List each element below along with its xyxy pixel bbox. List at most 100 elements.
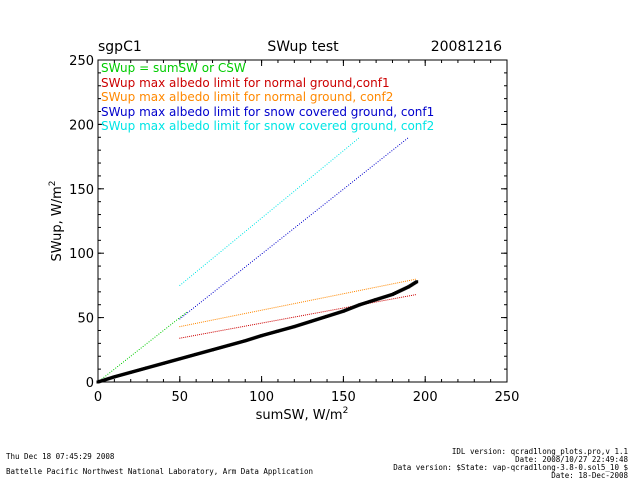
data-point [326, 163, 328, 165]
data-point [273, 207, 275, 209]
data-point [255, 257, 257, 259]
series-layer [96, 137, 419, 384]
data-point [198, 322, 200, 324]
data-point [251, 324, 253, 326]
data-point [285, 304, 287, 306]
data-point [208, 295, 210, 297]
data-point [222, 284, 224, 286]
data-point [355, 178, 357, 180]
data-point [324, 203, 326, 205]
data-point [275, 242, 277, 244]
data-point [281, 237, 283, 239]
data-point [265, 213, 267, 215]
data-point [214, 319, 216, 321]
data-point [195, 334, 197, 336]
data-point [391, 150, 393, 152]
data-point [128, 356, 130, 358]
footer-timestamp: Thu Dec 18 07:45:29 2008 [6, 452, 115, 461]
data-point [277, 319, 279, 321]
data-point [140, 347, 142, 349]
data-point [224, 329, 226, 331]
footer-idl-date: Date: 2008/10/27 22:49:48 [515, 455, 628, 464]
data-point [399, 281, 401, 283]
y-axis-label: SWup, W/m2 [48, 180, 65, 261]
data-point [185, 336, 187, 338]
data-point [399, 144, 401, 146]
data-point [242, 233, 244, 235]
data-point [308, 178, 310, 180]
data-point [381, 285, 383, 287]
data-point [301, 301, 303, 303]
data-point [240, 326, 242, 328]
data-point [277, 240, 279, 242]
legend-entry-3: SWup max albedo limit for normal ground,… [101, 90, 393, 104]
data-point [111, 370, 113, 372]
data-point [299, 186, 301, 188]
data-point [230, 277, 232, 279]
data-point [302, 314, 304, 316]
plot-frame [97, 59, 508, 383]
data-point [210, 331, 212, 333]
data-point [312, 313, 314, 315]
data-point [216, 330, 218, 332]
data-point [181, 283, 183, 285]
data-point [126, 358, 128, 360]
data-point [244, 313, 246, 315]
data-point [162, 330, 164, 332]
data-point [283, 305, 285, 307]
data-point [295, 302, 297, 304]
data-point [408, 279, 410, 281]
data-point [297, 302, 299, 304]
data-point [365, 288, 367, 290]
data-point [389, 298, 391, 300]
data-point [193, 273, 195, 275]
data-point [283, 199, 285, 201]
data-point [172, 322, 174, 324]
data-point [385, 284, 387, 286]
data-point [105, 375, 107, 377]
data-point [330, 295, 332, 297]
data-point [328, 200, 330, 202]
series-observed [96, 280, 419, 384]
data-point [285, 234, 287, 236]
data-point [253, 311, 255, 313]
data-point [291, 317, 293, 319]
data-point [101, 378, 103, 380]
data-point [119, 364, 121, 366]
data-point [249, 311, 251, 313]
data-point [369, 287, 371, 289]
data-point [204, 332, 206, 334]
data-point [387, 153, 389, 155]
data-point [196, 304, 198, 306]
data-point [301, 315, 303, 317]
data-point [236, 273, 238, 275]
data-point [346, 306, 348, 308]
data-point [306, 217, 308, 219]
data-point [330, 160, 332, 162]
data-point [287, 232, 289, 234]
data-point [289, 317, 291, 319]
data-point [246, 325, 248, 327]
data-point [208, 320, 210, 322]
data-point [344, 149, 346, 151]
data-point [230, 242, 232, 244]
data-point [220, 250, 222, 252]
data-point [200, 267, 202, 269]
data-point [248, 263, 250, 265]
data-point [414, 294, 416, 296]
data-point [342, 293, 344, 295]
data-point [412, 279, 414, 281]
date-label: 20081216 [431, 39, 502, 55]
data-point [210, 319, 212, 321]
data-point [387, 299, 389, 301]
data-point [267, 212, 269, 214]
y-tick-label: 150 [69, 183, 94, 198]
data-point [234, 274, 236, 276]
data-point [259, 309, 261, 311]
data-point [224, 317, 226, 319]
data-point [187, 312, 189, 314]
data-point [176, 319, 178, 321]
data-point [401, 142, 403, 144]
data-point [185, 324, 187, 326]
data-point [255, 310, 257, 312]
